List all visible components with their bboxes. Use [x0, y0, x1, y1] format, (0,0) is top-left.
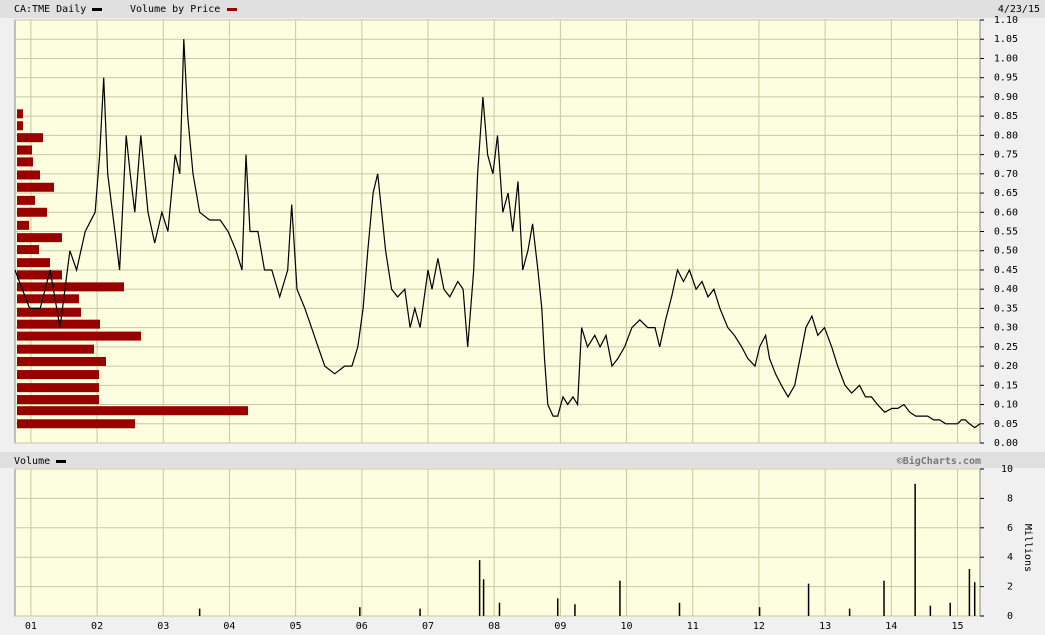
y-tick-label: 0.05 — [994, 419, 1018, 430]
volume-by-price-bar — [17, 170, 40, 180]
x-tick-label: 15 — [951, 621, 963, 632]
y-tick-label: 0.00 — [994, 438, 1018, 449]
x-tick-label: 07 — [422, 621, 434, 632]
header-bar — [0, 0, 1045, 18]
x-tick-label: 09 — [554, 621, 566, 632]
volume-by-price-bar — [17, 258, 50, 268]
y-tick-label: 0.45 — [994, 265, 1018, 276]
y-tick-label: 0.65 — [994, 188, 1018, 199]
volume-by-price-bar — [17, 331, 141, 341]
y-tick-label: 0.95 — [994, 73, 1018, 84]
y-tick-label: 0.75 — [994, 150, 1018, 161]
y-tick-label: 0.85 — [994, 111, 1018, 122]
volume-by-price-bar — [17, 195, 35, 205]
y-tick-label: 4 — [1007, 552, 1013, 563]
y-tick-label: 0.70 — [994, 169, 1018, 180]
x-tick-label: 01 — [25, 621, 37, 632]
date-label: 4/23/15 — [998, 4, 1040, 15]
volume-by-price-bar — [17, 220, 29, 230]
legend-label: Volume — [14, 456, 50, 467]
x-tick-label: 13 — [819, 621, 831, 632]
volume-by-price-bar — [17, 307, 81, 317]
y-axis-label: Millions — [1022, 524, 1033, 572]
volume-by-price-bar — [17, 270, 62, 280]
y-tick-label: 0.55 — [994, 227, 1018, 238]
volume-by-price-bar — [17, 233, 62, 243]
volume-by-price-bar — [17, 182, 54, 192]
volume-by-price-bar — [17, 406, 248, 416]
volume-by-price-bar — [17, 109, 23, 119]
y-tick-label: 0.90 — [994, 92, 1018, 103]
price-line — [14, 39, 981, 429]
volume-by-price-bar — [17, 145, 32, 155]
legend-swatch — [227, 8, 237, 11]
y-tick-label: 0.25 — [994, 342, 1018, 353]
volume-by-price-bar — [17, 319, 100, 329]
y-tick-label: 0 — [1007, 611, 1013, 622]
legend-swatch — [56, 460, 66, 463]
volume-by-price-bar — [17, 419, 135, 429]
volume-by-price-bar — [17, 157, 33, 167]
legend-label: Volume by Price — [130, 4, 220, 15]
y-tick-label: 0.40 — [994, 284, 1018, 295]
legend-label: CA:TME Daily — [14, 4, 86, 15]
y-tick-label: 0.15 — [994, 380, 1018, 391]
y-tick-label: 0.35 — [994, 303, 1018, 314]
volume-by-price-bar — [17, 282, 124, 292]
y-tick-label: 2 — [1007, 582, 1013, 593]
volume-by-price-bar — [17, 133, 43, 143]
y-tick-label: 6 — [1007, 523, 1013, 534]
y-tick-label: 0.20 — [994, 361, 1018, 372]
volume-by-price-bar — [17, 395, 99, 405]
source: ©BigCharts.com — [897, 455, 981, 467]
x-tick-label: 04 — [223, 621, 235, 632]
y-tick-label: 1.10 — [994, 15, 1018, 26]
y-tick-label: 1.05 — [994, 34, 1018, 45]
x-tick-label: 02 — [91, 621, 103, 632]
y-tick-label: 0.80 — [994, 130, 1018, 141]
x-tick-label: 05 — [290, 621, 302, 632]
volume-by-price-bar — [17, 344, 94, 354]
x-tick-label: 12 — [753, 621, 765, 632]
y-tick-label: 0.10 — [994, 400, 1018, 411]
x-tick-label: 11 — [687, 621, 699, 632]
y-tick-label: 0.50 — [994, 246, 1018, 257]
x-tick-label: 03 — [157, 621, 169, 632]
volume-header-bar — [0, 452, 1045, 468]
volume-panel — [14, 468, 981, 617]
x-tick-label: 08 — [488, 621, 500, 632]
x-tick-label: 10 — [621, 621, 633, 632]
y-tick-label: 10 — [1001, 464, 1013, 475]
y-tick-label: 8 — [1007, 493, 1013, 504]
x-tick-label: 14 — [885, 621, 897, 632]
legend-swatch — [92, 8, 102, 11]
volume-by-price-bar — [17, 245, 39, 255]
legend: CA:TME Daily Volume by Price Volume — [14, 4, 237, 467]
volume-by-price-bar — [17, 294, 79, 304]
volume-by-price-bar — [17, 207, 47, 217]
y-tick-label: 0.30 — [994, 323, 1018, 334]
volume-by-price-bar — [17, 383, 99, 393]
volume-by-price-bar — [17, 356, 106, 366]
y-tick-label: 0.60 — [994, 207, 1018, 218]
volume-by-price-bar — [17, 370, 99, 380]
y-tick-label: 1.00 — [994, 53, 1018, 64]
x-tick-label: 06 — [356, 621, 368, 632]
volume-by-price-bar — [17, 121, 23, 131]
